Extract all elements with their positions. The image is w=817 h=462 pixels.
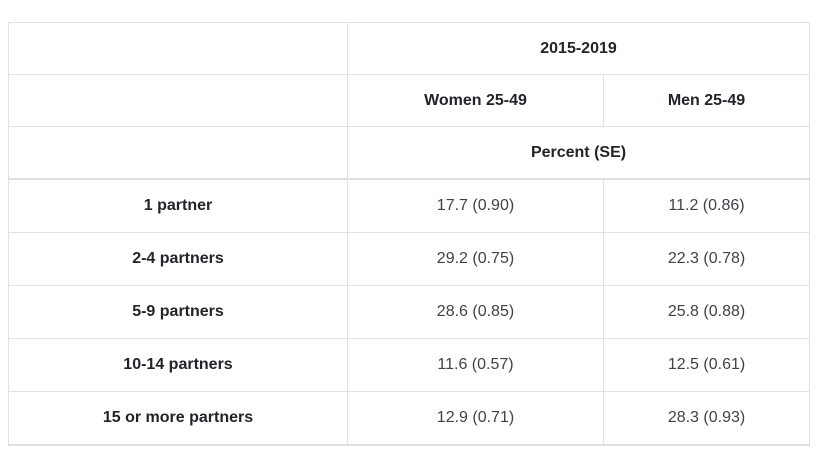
table-header: 2015-2019 Women 25-49 Men 25-49 Percent … [8, 22, 811, 180]
value-women: 29.2 (0.75) [347, 232, 604, 286]
value-men: 11.2 (0.86) [602, 178, 811, 233]
table-row: 15 or more partners 12.9 (0.71) 28.3 (0.… [8, 391, 811, 446]
table-row: 5-9 partners 28.6 (0.85) 25.8 (0.88) [8, 285, 811, 339]
value-women: 11.6 (0.57) [347, 338, 604, 392]
table-row: 2-4 partners 29.2 (0.75) 22.3 (0.78) [8, 232, 811, 286]
empty-corner-cell [8, 74, 348, 127]
row-label: 5-9 partners [8, 285, 348, 339]
value-men: 25.8 (0.88) [602, 285, 811, 339]
value-men: 12.5 (0.61) [602, 338, 811, 392]
value-women: 17.7 (0.90) [347, 178, 604, 233]
period-header-cell: 2015-2019 [346, 22, 811, 75]
column-header-men: Men 25-49 [602, 74, 811, 127]
measure-header-cell: Percent (SE) [346, 126, 811, 180]
period-header-row: 2015-2019 [8, 22, 811, 75]
group-header-row: Women 25-49 Men 25-49 [8, 74, 811, 127]
value-men: 22.3 (0.78) [602, 232, 811, 286]
column-header-women: Women 25-49 [347, 74, 604, 127]
row-label: 10-14 partners [8, 338, 348, 392]
value-men: 28.3 (0.93) [602, 391, 811, 446]
empty-corner-cell [8, 126, 348, 180]
table-row: 10-14 partners 11.6 (0.57) 12.5 (0.61) [8, 338, 811, 392]
row-label: 15 or more partners [8, 391, 348, 446]
table-body: 1 partner 17.7 (0.90) 11.2 (0.86) 2-4 pa… [8, 178, 811, 446]
row-label: 2-4 partners [8, 232, 348, 286]
measure-header-row: Percent (SE) [8, 126, 811, 180]
value-women: 12.9 (0.71) [347, 391, 604, 446]
row-label: 1 partner [8, 178, 348, 233]
table-row: 1 partner 17.7 (0.90) 11.2 (0.86) [8, 178, 811, 233]
partners-statistics-table: 2015-2019 Women 25-49 Men 25-49 Percent … [8, 22, 811, 446]
empty-corner-cell [8, 22, 348, 75]
value-women: 28.6 (0.85) [347, 285, 604, 339]
